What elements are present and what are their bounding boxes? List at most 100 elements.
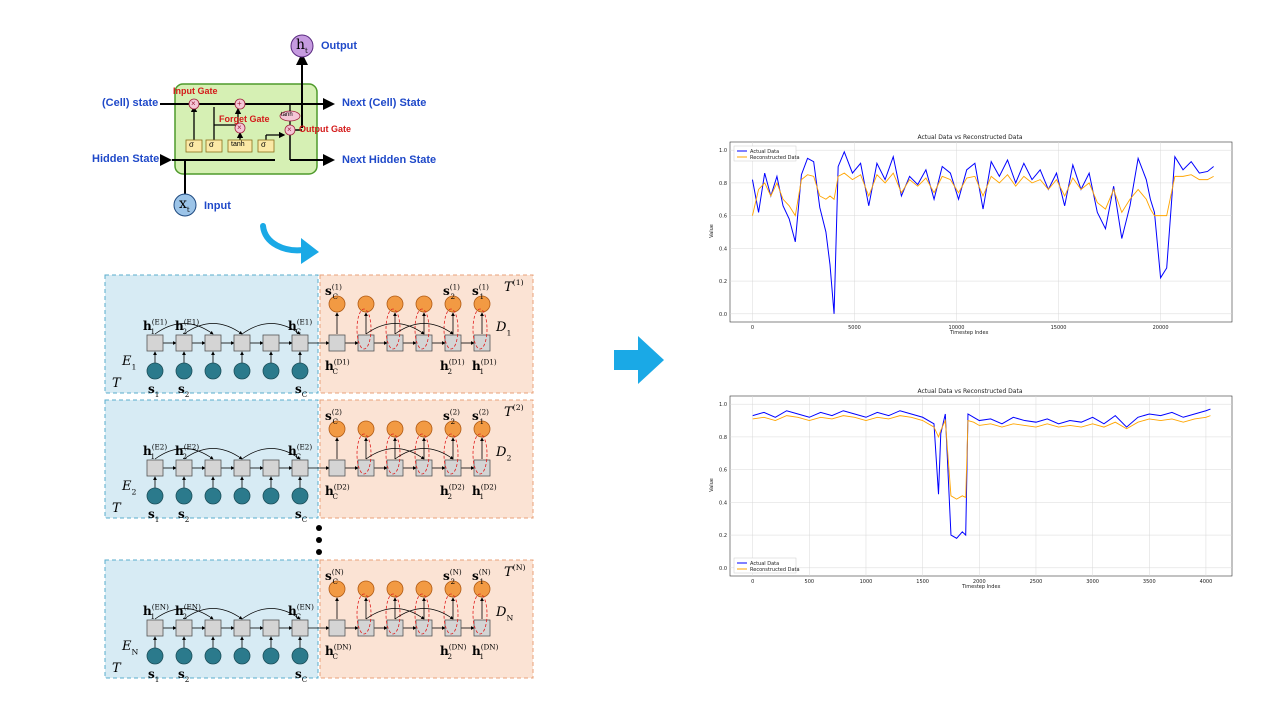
lstm-cell — [204, 459, 222, 477]
input-label: Input — [204, 200, 231, 212]
input-node — [146, 647, 164, 665]
tanh-gate-box — [227, 139, 253, 153]
encoder-hidden-label: h(EN) 2 — [175, 603, 201, 622]
target-label: T(1) — [504, 278, 524, 295]
decoder-label: DN — [495, 605, 513, 623]
chart-2: Actual Data vs Reconstructed Data 0 500 10… — [700, 386, 1240, 596]
output-node — [473, 580, 491, 598]
multiply-op-icon — [234, 122, 246, 134]
encoder-hidden-label: h(E1) 1 — [143, 318, 167, 337]
skip-connection-arrow — [394, 608, 454, 620]
chart-1: Actual Data vs Reconstructed Data 0 5000 1… — [700, 130, 1240, 345]
reconstruction-label: s(2) 1 — [472, 408, 489, 427]
next-hidden-state-label: Next Hidden State — [342, 154, 437, 166]
y-tick-label: 0.8 — [719, 435, 727, 441]
skip-connection-arrow — [394, 448, 454, 460]
encoder-label: E2 — [121, 479, 137, 497]
input-node — [204, 647, 222, 665]
lstm-cell — [444, 459, 462, 477]
x-tick-label: 0 — [751, 579, 754, 585]
y-tick-label: 0.4 — [719, 500, 727, 506]
lstm-cell — [357, 619, 375, 637]
y-axis-label: Value — [708, 224, 715, 238]
y-tick-label: 0.6 — [719, 214, 727, 220]
output-node-label: ht — [296, 37, 308, 55]
lstm-cell — [175, 334, 193, 352]
legend-entry: Actual Data — [750, 149, 779, 155]
target-label: T(2) — [504, 403, 524, 420]
input-node — [262, 362, 280, 380]
input-node — [175, 647, 193, 665]
lstm-cell — [291, 459, 309, 477]
feedback-loop — [414, 433, 430, 475]
x-tick-label: 15000 — [1051, 325, 1067, 331]
legend-entry: Reconstructed Data — [750, 567, 800, 573]
output-node — [473, 295, 491, 313]
input-node — [204, 487, 222, 505]
output-node — [357, 420, 375, 438]
input-node-label: xt — [179, 196, 190, 214]
sigma-symbol: σ — [189, 140, 194, 149]
lstm-cell — [204, 619, 222, 637]
y-tick-label: 0.6 — [719, 468, 727, 474]
y-tick-label: 0.0 — [719, 566, 727, 572]
right-arrow-icon — [614, 336, 664, 384]
lstm-cell — [357, 459, 375, 477]
feedback-loop — [472, 433, 488, 475]
x-tick-label: 1000 — [860, 579, 873, 585]
x-tick-label: 3000 — [1086, 579, 1099, 585]
decoder-hidden-label: h(D1) 2 — [440, 358, 465, 377]
x-axis-label: Timestep Index — [950, 330, 989, 336]
encoder-hidden-label: h(E2) 1 — [143, 443, 167, 462]
output-node — [444, 420, 462, 438]
next-cell-state-label: Next (Cell) State — [342, 97, 427, 109]
skip-connection-arrow — [154, 323, 214, 335]
lstm-cell — [415, 619, 433, 637]
skip-connection-arrow — [394, 323, 454, 335]
multiply-op-icon — [284, 124, 296, 136]
lstm-cell — [444, 619, 462, 637]
legend-box — [733, 145, 797, 162]
plot-area — [729, 395, 1233, 577]
input-node — [291, 647, 309, 665]
y-axis-label: Value — [708, 478, 715, 492]
skip-connection-arrow — [241, 608, 301, 620]
forget-gate-label: Forget Gate — [219, 114, 270, 124]
ellipsis-dot — [316, 549, 322, 555]
target-label: T(N) — [504, 563, 526, 580]
cell-state-label: (Cell) state — [102, 97, 159, 109]
lstm-cell — [262, 334, 280, 352]
input-label: s2 — [178, 382, 189, 399]
decoder-hidden-label: h(DN) 2 — [440, 643, 467, 662]
series-line-reconstructed — [752, 172, 1214, 217]
lstm-cell — [262, 459, 280, 477]
series-line-actual — [751, 150, 1214, 314]
lstm-cell — [328, 619, 346, 637]
reconstruction-label: s(2) C — [325, 408, 342, 427]
chart-1-plot: 0 5000 10000 15000 20000 0.0 0.2 0.4 0.6 0.8 1.0 Ac… — [719, 141, 1233, 331]
series-line-reconstructed — [752, 415, 1211, 500]
feedback-loop — [443, 593, 459, 635]
lstm-cell — [473, 334, 491, 352]
encoder-label: EN — [121, 639, 139, 657]
plus-symbol: + — [237, 99, 242, 108]
input-gate-label: Input Gate — [173, 86, 218, 96]
skip-connection-arrow — [154, 608, 214, 620]
skip-connection-arrow — [154, 448, 214, 460]
decoder-hidden-label: h(D2) 2 — [440, 483, 465, 502]
sigma-symbol: σ — [209, 140, 214, 149]
output-node — [328, 295, 346, 313]
lstm-cell — [415, 334, 433, 352]
sigma-gate-box — [257, 139, 275, 153]
decoder-label: D1 — [495, 320, 511, 338]
multiply-symbol: × — [191, 99, 196, 108]
lstm-cell — [175, 459, 193, 477]
reconstruction-label: s(N) C — [325, 568, 344, 587]
feedback-loop — [356, 308, 372, 350]
skip-connection-arrow — [183, 448, 243, 460]
sequence-label: T — [112, 661, 122, 676]
input-node — [175, 487, 193, 505]
lstm-cell — [291, 619, 309, 637]
output-node — [444, 580, 462, 598]
input-node — [204, 362, 222, 380]
